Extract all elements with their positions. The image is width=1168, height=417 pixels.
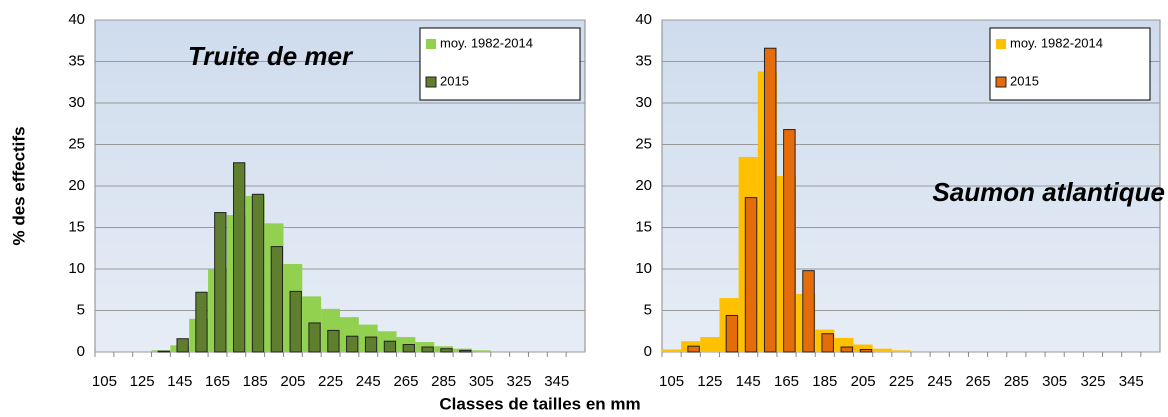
bar xyxy=(157,350,170,353)
y-tick-label: 25 xyxy=(68,135,85,152)
bar xyxy=(176,338,189,353)
bar xyxy=(195,291,208,353)
x-tick-label: 205 xyxy=(280,373,305,390)
x-tick-label: 185 xyxy=(812,373,837,390)
legend-label: 2015 xyxy=(440,73,469,88)
bar xyxy=(421,346,434,353)
x-tick-label: 205 xyxy=(851,373,876,390)
x-tick-label: 305 xyxy=(469,373,494,390)
x-tick-label: 345 xyxy=(544,373,569,390)
y-tick-label: 40 xyxy=(635,11,652,28)
y-tick-label: 0 xyxy=(644,343,652,360)
bar xyxy=(821,333,834,353)
bar xyxy=(859,349,873,353)
y-tick-label: 35 xyxy=(68,52,85,69)
bar xyxy=(327,329,340,353)
y-axis-title: % des effectifs xyxy=(9,126,28,245)
legend-swatch xyxy=(996,39,1006,49)
y-tick-label: 15 xyxy=(68,218,85,235)
legend-swatch xyxy=(995,76,1007,88)
bar xyxy=(891,350,911,352)
x-tick-label: 145 xyxy=(167,373,192,390)
chart-title: Truite de mer xyxy=(188,41,354,71)
bar xyxy=(853,344,873,352)
x-tick-label: 165 xyxy=(205,373,230,390)
bar xyxy=(402,344,415,353)
x-axis-title: Classes de tailles en mm xyxy=(439,394,640,413)
x-tick-label: 325 xyxy=(1080,373,1105,390)
y-tick-label: 35 xyxy=(635,52,652,69)
bar xyxy=(251,193,265,353)
x-tick-label: 265 xyxy=(393,373,418,390)
bar xyxy=(459,349,472,353)
bar xyxy=(763,47,777,353)
y-tick-label: 30 xyxy=(68,94,85,111)
bar xyxy=(364,336,378,353)
x-tick-label: 265 xyxy=(966,373,991,390)
bar xyxy=(783,129,796,353)
y-tick-label: 5 xyxy=(77,301,85,318)
x-tick-label: 165 xyxy=(774,373,799,390)
y-tick-label: 20 xyxy=(635,177,652,194)
legend-label: 2015 xyxy=(1010,73,1039,88)
bar xyxy=(725,314,739,353)
bar xyxy=(840,346,854,353)
bar xyxy=(214,212,227,353)
x-tick-label: 325 xyxy=(507,373,532,390)
x-tick-label: 245 xyxy=(356,373,381,390)
y-tick-label: 5 xyxy=(644,301,652,318)
bar xyxy=(233,162,246,353)
x-tick-label: 105 xyxy=(92,373,117,390)
bar xyxy=(744,197,758,353)
legend-swatch xyxy=(425,76,437,88)
y-tick-label: 0 xyxy=(77,343,85,360)
bar xyxy=(383,340,397,353)
x-tick-label: 125 xyxy=(697,373,722,390)
bar xyxy=(700,337,720,352)
bar xyxy=(440,348,453,353)
chart-title: Saumon atlantique xyxy=(932,177,1165,207)
x-tick-label: 105 xyxy=(659,373,684,390)
y-tick-label: 10 xyxy=(635,260,652,277)
x-tick-label: 285 xyxy=(431,373,456,390)
bar xyxy=(662,349,682,352)
bar xyxy=(270,246,284,353)
x-tick-label: 305 xyxy=(1042,373,1067,390)
x-tick-label: 145 xyxy=(736,373,761,390)
y-tick-label: 20 xyxy=(68,177,85,194)
y-tick-label: 25 xyxy=(635,135,652,152)
legend-label: moy. 1982-2014 xyxy=(440,35,533,50)
y-tick-label: 30 xyxy=(635,94,652,111)
legend-box xyxy=(989,27,1151,101)
y-tick-label: 15 xyxy=(635,218,652,235)
bar xyxy=(872,348,892,352)
y-tick-label: 40 xyxy=(68,11,85,28)
x-tick-label: 245 xyxy=(927,373,952,390)
x-tick-label: 185 xyxy=(243,373,268,390)
x-tick-label: 345 xyxy=(1119,373,1144,390)
x-tick-label: 225 xyxy=(318,373,343,390)
legend-swatch xyxy=(426,39,436,49)
legend-box xyxy=(419,27,581,101)
x-tick-label: 125 xyxy=(130,373,155,390)
x-tick-label: 285 xyxy=(1004,373,1029,390)
bar xyxy=(802,270,815,353)
legend-label: moy. 1982-2014 xyxy=(1010,35,1103,50)
bar xyxy=(289,290,302,353)
x-tick-label: 225 xyxy=(889,373,914,390)
bar xyxy=(471,350,491,352)
bar xyxy=(687,345,700,353)
bar xyxy=(346,335,359,353)
bar xyxy=(308,322,321,353)
y-tick-label: 10 xyxy=(68,260,85,277)
